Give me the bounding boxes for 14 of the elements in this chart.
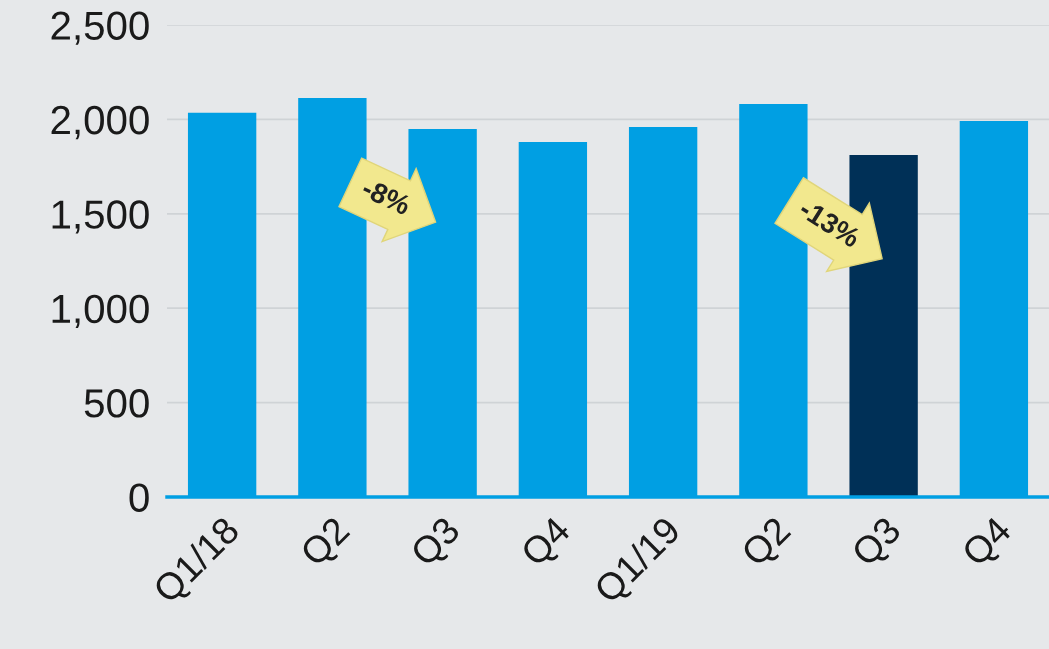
y-tick-label: 500 bbox=[84, 389, 149, 418]
y-tick-label: 1,000 bbox=[52, 294, 149, 328]
x-tick-label: Q2 bbox=[298, 515, 356, 573]
y-tick-label: 2,500 bbox=[51, 11, 149, 45]
annotation: -8% bbox=[360, 177, 413, 216]
y-tick-label: 0 bbox=[129, 483, 149, 512]
x-tick-label: Q3 bbox=[409, 515, 466, 573]
y-tick-label: 1,500 bbox=[52, 200, 149, 234]
x-tick-label: Q2 bbox=[739, 515, 797, 573]
x-tick-label: Q4 bbox=[960, 515, 1018, 573]
x-tick-label: Q4 bbox=[519, 515, 577, 573]
x-tick-label: Q3 bbox=[850, 515, 907, 573]
annotation: -13% bbox=[797, 198, 862, 249]
y-tick-label: 2,000 bbox=[51, 105, 149, 140]
